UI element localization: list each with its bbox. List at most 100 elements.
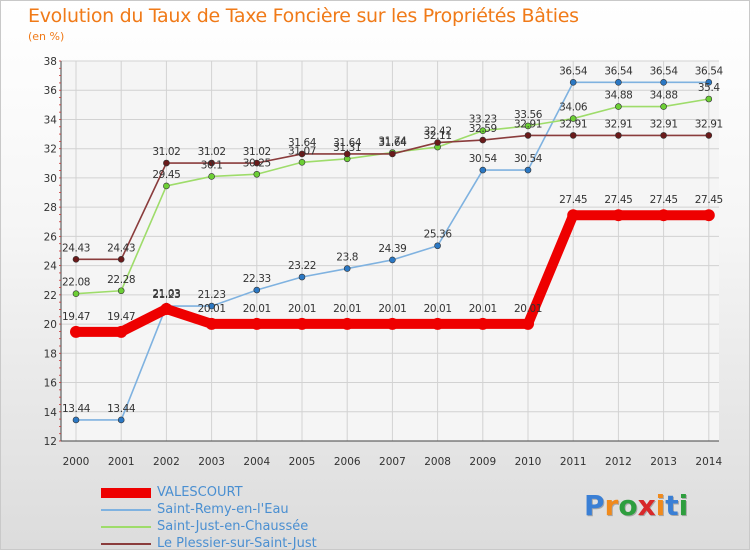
data-point xyxy=(476,317,489,330)
data-point xyxy=(660,79,667,86)
data-label: 33.23 xyxy=(469,114,497,126)
y-tick-label: 20 xyxy=(44,319,57,331)
data-point xyxy=(522,317,534,330)
data-point xyxy=(569,115,577,122)
data-label: 31.31 xyxy=(333,142,361,154)
data-point xyxy=(705,132,713,139)
data-point xyxy=(250,317,263,330)
data-label: 20.01 xyxy=(378,303,406,315)
x-tick-label: 2011 xyxy=(560,456,587,468)
legend-swatch xyxy=(101,487,151,498)
data-point xyxy=(72,290,80,297)
data-point xyxy=(524,132,532,139)
data-label: 27.45 xyxy=(695,194,723,206)
logo-letter: x xyxy=(637,489,656,522)
data-label: 21.23 xyxy=(152,289,180,301)
x-tick-label: 2005 xyxy=(289,456,316,468)
data-label: 32.91 xyxy=(514,118,542,130)
x-tick-label: 2009 xyxy=(469,456,496,468)
data-label: 27.45 xyxy=(650,194,678,206)
data-label: 31.02 xyxy=(198,146,226,158)
data-label: 19.47 xyxy=(107,311,135,323)
x-tick-label: 2006 xyxy=(334,456,361,468)
data-label: 36.54 xyxy=(559,65,588,77)
data-label: 31.64 xyxy=(378,137,407,149)
data-point xyxy=(298,158,306,166)
data-label: 33.56 xyxy=(514,109,543,121)
data-label: 34.88 xyxy=(604,90,632,102)
x-tick-label: 2013 xyxy=(650,456,677,468)
data-point xyxy=(389,256,396,264)
data-point xyxy=(253,286,261,294)
y-tick-label: 24 xyxy=(44,261,58,273)
legend-item: Saint-Just-en-Chaussée xyxy=(101,518,317,535)
legend-label: Saint-Remy-en-l'Eau xyxy=(157,502,289,517)
data-point xyxy=(72,256,80,263)
legend-swatch xyxy=(101,525,151,528)
data-label: 20.01 xyxy=(198,303,226,315)
data-label: 22.33 xyxy=(243,273,271,285)
grid xyxy=(61,60,719,442)
data-label: 20.01 xyxy=(424,303,452,315)
data-label: 24.39 xyxy=(378,243,406,255)
axes: 12 14 16 18 20 22 24 26 28 30 32 34 36 38 2000 2001 2002… xyxy=(44,56,723,468)
data-label: 31.64 xyxy=(333,137,362,149)
data-label: 25.36 xyxy=(424,229,453,241)
y-tick-label: 32 xyxy=(44,144,57,156)
data-label: 13.44 xyxy=(107,403,136,415)
data-point xyxy=(163,159,170,167)
data-point xyxy=(115,325,128,338)
legend-label: Saint-Just-en-Chaussée xyxy=(157,519,309,534)
logo-letter: i xyxy=(655,489,666,522)
y-tick-label: 12 xyxy=(44,436,57,448)
data-label: 27.45 xyxy=(604,194,632,206)
x-tick-label: 2007 xyxy=(379,456,406,468)
data-label: 31.07 xyxy=(288,145,316,157)
x-tick-label: 2003 xyxy=(198,456,225,468)
proxiti-logo: Proxiti xyxy=(584,489,688,522)
data-point xyxy=(341,317,354,330)
data-point xyxy=(208,302,215,310)
data-point xyxy=(296,317,308,330)
data-label: 20.01 xyxy=(514,303,542,315)
data-label: 21.23 xyxy=(198,289,226,301)
data-point xyxy=(660,132,667,139)
data-point xyxy=(615,79,622,86)
data-label: 20.01 xyxy=(333,303,361,315)
data-point xyxy=(208,159,215,167)
logo-letter: i xyxy=(678,489,689,522)
data-point xyxy=(524,166,532,174)
data-point xyxy=(612,209,625,222)
data-label: 20.01 xyxy=(243,303,271,315)
data-label: 24.43 xyxy=(62,242,90,254)
data-point xyxy=(205,317,218,330)
y-tick-label: 14 xyxy=(44,407,58,419)
data-point xyxy=(431,317,444,330)
x-tick-label: 2000 xyxy=(63,456,90,468)
chart-title: Evolution du Taux de Taxe Foncière sur l… xyxy=(28,5,579,27)
y-tick-label: 28 xyxy=(44,202,57,214)
logo-letter: r xyxy=(604,489,619,522)
y-tick-label: 38 xyxy=(44,56,57,68)
logo-letter: o xyxy=(618,489,638,522)
data-label: 30.25 xyxy=(243,157,271,169)
y-tick-label: 36 xyxy=(44,85,58,97)
x-tick-label: 2004 xyxy=(243,456,270,468)
legend-item: VALESCOURT xyxy=(101,484,317,501)
data-label: 13.44 xyxy=(62,403,91,415)
data-point xyxy=(343,150,351,158)
data-point xyxy=(479,127,487,135)
legend-swatch xyxy=(101,508,151,511)
data-label: 32.59 xyxy=(469,123,497,135)
y-tick-label: 34 xyxy=(44,114,58,126)
legend-item: Saint-Remy-en-l'Eau xyxy=(101,501,317,518)
y-tick-label: 22 xyxy=(44,290,57,302)
data-point xyxy=(567,209,580,222)
data-point xyxy=(660,103,667,110)
x-tick-label: 2010 xyxy=(515,456,542,468)
data-label: 32.42 xyxy=(424,126,452,138)
data-label: 22.28 xyxy=(107,274,135,286)
x-tick-label: 2002 xyxy=(153,456,180,468)
data-point xyxy=(524,122,532,130)
data-point xyxy=(569,132,577,139)
